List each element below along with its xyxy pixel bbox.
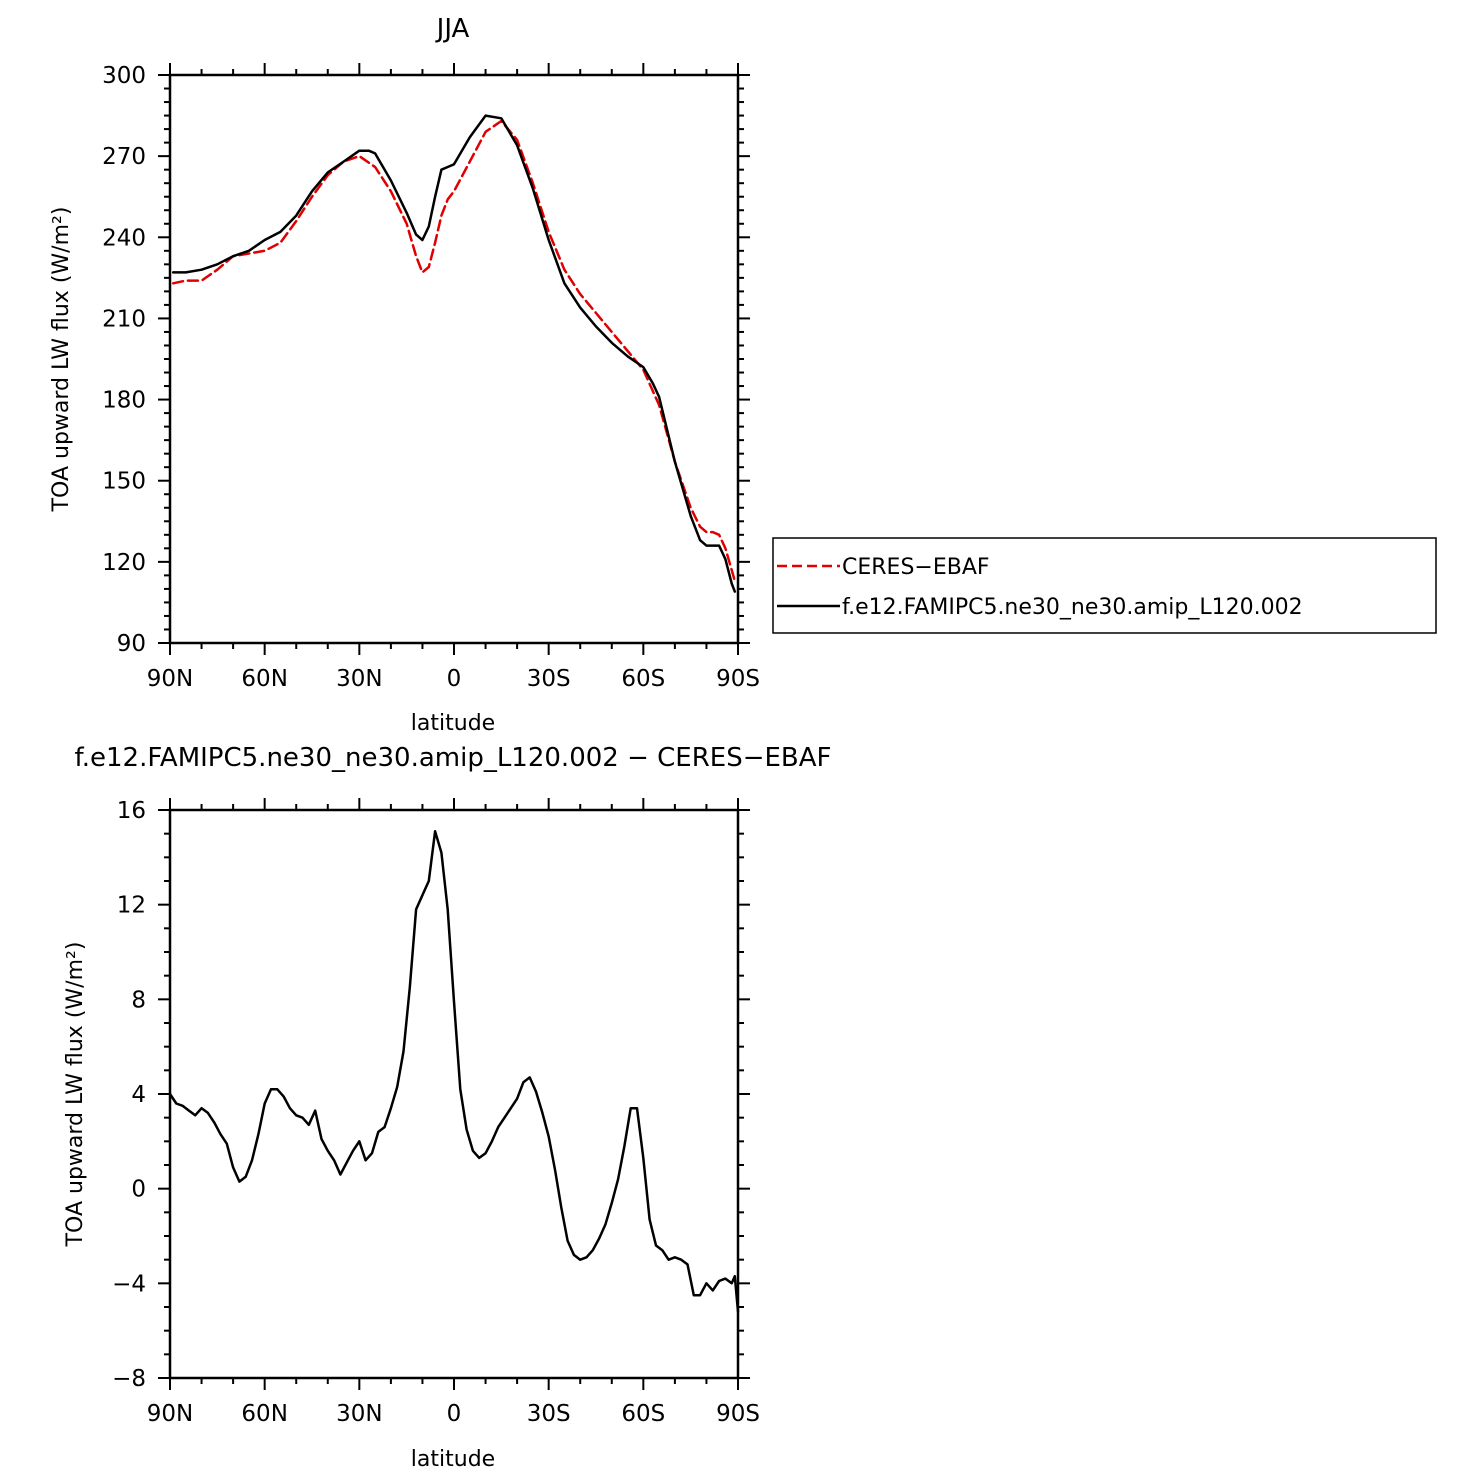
bottom-ticks xyxy=(158,798,750,1390)
top-x-tick-label: 60S xyxy=(621,666,665,692)
top-x-axis-label: latitude xyxy=(411,711,495,736)
bottom-series-line-0 xyxy=(168,830,740,1313)
top-series-line-0 xyxy=(171,119,737,583)
top-x-tick-label: 60N xyxy=(241,666,287,692)
top-series-line-1 xyxy=(171,114,737,593)
top-y-tick-label: 300 xyxy=(102,63,146,89)
top-y-tick-label: 270 xyxy=(102,144,146,170)
top-x-tick-label: 30N xyxy=(336,666,382,692)
bottom-chart-title: f.e12.FAMIPC5.ne30_ne30.amip_L120.002 − … xyxy=(74,743,831,773)
top-x-tick-label: 0 xyxy=(447,666,462,692)
top-plot-frame xyxy=(168,73,740,645)
top-y-axis-label: TOA upward LW flux (W/m²) xyxy=(49,207,74,513)
legend: CERES−EBAF f.e12.FAMIPC5.ne30_ne30.amip_… xyxy=(772,537,1437,634)
bottom-y-tick-label: 8 xyxy=(131,987,146,1013)
bottom-y-tick-label: 16 xyxy=(117,798,146,824)
top-chart-title: JJA xyxy=(435,14,470,44)
bottom-y-tick-label: 0 xyxy=(131,1177,146,1203)
top-y-tick-label: 180 xyxy=(102,388,146,414)
top-y-tick-label: 210 xyxy=(102,306,146,332)
top-y-tick-label: 120 xyxy=(102,550,146,576)
legend-label-model: f.e12.FAMIPC5.ne30_ne30.amip_L120.002 xyxy=(842,595,1303,620)
top-x-tick-label: 30S xyxy=(527,666,571,692)
bottom-panel: f.e12.FAMIPC5.ne30_ne30.amip_L120.002 − … xyxy=(63,743,832,1472)
bottom-tick-labels: 90N 60N 30N 0 30S 60S 90S −8 −4 0 4 8 12 16 xyxy=(112,798,760,1427)
bottom-x-tick-label: 0 xyxy=(447,1401,462,1427)
legend-label-ceres: CERES−EBAF xyxy=(842,555,990,580)
legend-box xyxy=(772,537,1437,634)
top-lines xyxy=(171,114,737,593)
bottom-x-tick-label: 60N xyxy=(241,1401,287,1427)
bottom-x-tick-label: 60S xyxy=(621,1401,665,1427)
top-y-tick-label: 90 xyxy=(117,631,146,657)
bottom-x-tick-label: 90N xyxy=(147,1401,193,1427)
bottom-x-axis-label: latitude xyxy=(411,1447,495,1472)
bottom-y-axis-label: TOA upward LW flux (W/m²) xyxy=(63,942,88,1248)
bottom-x-tick-label: 90S xyxy=(716,1401,760,1427)
top-panel: JJA 90N 60N 30N 0 30S 60S 90S 90 120 150 180 210 240… xyxy=(49,14,760,736)
bottom-x-tick-label: 30N xyxy=(336,1401,382,1427)
top-ticks xyxy=(158,63,750,655)
bottom-y-tick-label: 4 xyxy=(131,1082,146,1108)
bottom-y-tick-label: −4 xyxy=(112,1271,146,1297)
bottom-lines xyxy=(168,830,740,1313)
bottom-y-tick-label: −8 xyxy=(112,1366,146,1392)
bottom-y-tick-label: 12 xyxy=(117,893,146,919)
bottom-plot-frame xyxy=(168,808,740,1380)
top-x-tick-label: 90S xyxy=(716,666,760,692)
top-y-tick-label: 240 xyxy=(102,225,146,251)
top-y-tick-label: 150 xyxy=(102,469,146,495)
bottom-x-tick-label: 30S xyxy=(527,1401,571,1427)
top-tick-labels: 90N 60N 30N 0 30S 60S 90S 90 120 150 180 210 240 270 3… xyxy=(102,63,760,692)
top-x-tick-label: 90N xyxy=(147,666,193,692)
